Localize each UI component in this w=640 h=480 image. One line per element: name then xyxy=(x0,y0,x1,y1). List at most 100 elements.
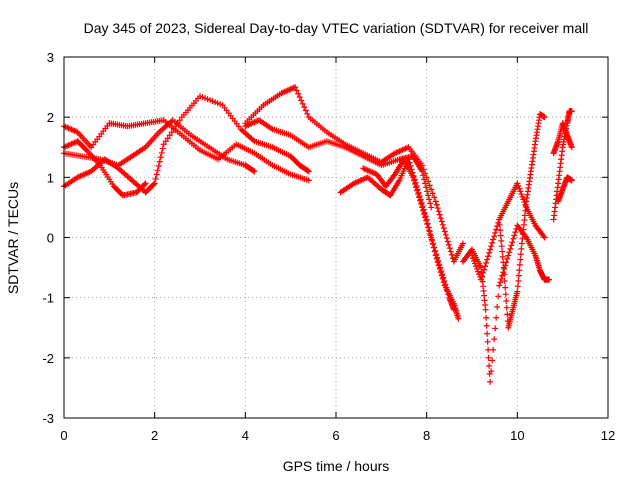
data-point xyxy=(301,104,308,111)
data-point xyxy=(481,266,488,273)
data-point xyxy=(482,306,489,313)
series-track-14 xyxy=(550,120,575,157)
data-point xyxy=(436,211,443,218)
data-point xyxy=(251,168,258,175)
data-point xyxy=(292,84,299,91)
x-tick-label: 8 xyxy=(423,428,430,443)
data-point xyxy=(293,87,300,94)
data-point xyxy=(470,255,477,262)
data-point xyxy=(423,184,430,191)
data-point xyxy=(424,221,431,228)
y-tick-label: 0 xyxy=(47,231,54,246)
data-point xyxy=(434,205,441,212)
data-point xyxy=(520,196,527,203)
data-point xyxy=(494,304,501,311)
data-point xyxy=(502,291,509,298)
data-point xyxy=(427,231,434,238)
data-point xyxy=(305,177,312,184)
data-point xyxy=(432,247,439,254)
data-point xyxy=(437,215,444,222)
data-point xyxy=(482,263,489,270)
data-point xyxy=(442,281,449,288)
x-tick-label: 12 xyxy=(601,428,615,443)
data-point xyxy=(425,192,432,199)
data-point xyxy=(480,269,487,276)
data-point xyxy=(540,233,547,240)
data-point xyxy=(419,168,426,175)
data-point xyxy=(509,239,516,246)
data-point xyxy=(497,232,504,239)
data-point xyxy=(415,191,422,198)
data-point xyxy=(155,162,162,169)
data-point xyxy=(489,239,496,246)
data-point xyxy=(471,257,478,264)
data-point xyxy=(159,145,166,152)
data-point xyxy=(501,271,508,278)
data-point xyxy=(425,178,432,185)
data-point xyxy=(516,261,523,268)
data-points xyxy=(61,84,575,385)
data-point xyxy=(476,271,483,278)
data-point xyxy=(417,197,424,204)
data-point xyxy=(483,322,490,329)
data-point xyxy=(410,174,417,181)
data-point xyxy=(491,233,498,240)
data-point xyxy=(496,282,503,289)
data-point xyxy=(490,346,497,353)
data-point xyxy=(517,188,524,195)
data-point xyxy=(475,268,482,275)
data-point xyxy=(422,180,429,187)
data-point xyxy=(501,277,508,284)
data-point xyxy=(444,287,451,294)
data-point xyxy=(541,234,548,241)
data-point xyxy=(162,138,169,145)
data-point xyxy=(419,204,426,211)
x-tick-label: 4 xyxy=(242,428,249,443)
data-point xyxy=(141,181,148,188)
data-point xyxy=(431,244,438,251)
y-tick-label: 3 xyxy=(47,50,54,65)
data-point xyxy=(486,249,493,256)
data-point xyxy=(546,276,553,283)
data-point xyxy=(485,354,492,361)
y-tick-label: -2 xyxy=(42,351,54,366)
data-point xyxy=(502,284,509,291)
data-point xyxy=(450,306,457,313)
data-point xyxy=(517,251,524,258)
data-point xyxy=(428,234,435,241)
data-point xyxy=(250,167,257,174)
data-point xyxy=(172,123,179,130)
series-track-13 xyxy=(555,174,575,205)
y-tick-label: -3 xyxy=(42,411,54,426)
data-point xyxy=(446,245,453,252)
data-point xyxy=(153,171,160,178)
data-point xyxy=(444,238,451,245)
data-point xyxy=(150,181,157,188)
data-point xyxy=(429,190,436,197)
data-point xyxy=(431,194,438,201)
data-point xyxy=(472,260,479,267)
series-track-2 xyxy=(61,117,258,175)
data-point xyxy=(479,273,486,280)
data-point xyxy=(503,298,510,305)
data-point xyxy=(443,235,450,242)
data-point xyxy=(515,183,522,190)
data-point xyxy=(166,132,173,139)
data-point xyxy=(504,311,511,318)
data-point xyxy=(296,94,303,101)
data-point xyxy=(440,274,447,281)
data-point xyxy=(154,167,161,174)
data-point xyxy=(517,256,524,263)
data-point xyxy=(426,227,433,234)
data-point xyxy=(433,251,440,258)
chart-title: Day 345 of 2023, Sidereal Day-to-day VTE… xyxy=(84,20,589,36)
data-point xyxy=(497,227,504,234)
data-point xyxy=(514,288,521,295)
data-point xyxy=(151,180,158,187)
data-point xyxy=(428,186,435,193)
data-point xyxy=(435,208,442,215)
data-point xyxy=(484,256,491,263)
data-point xyxy=(422,214,429,221)
